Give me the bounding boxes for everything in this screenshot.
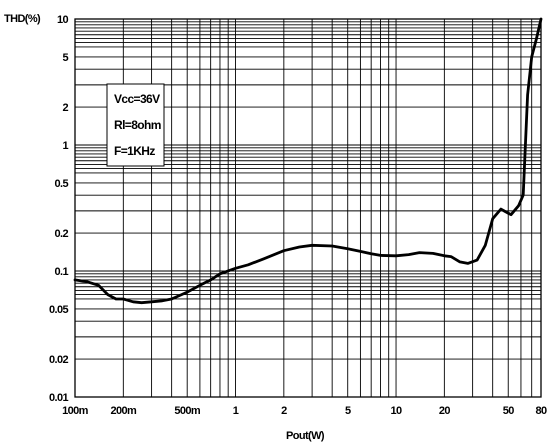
y-axis-title: THD(%) bbox=[4, 13, 41, 25]
series-line-thd bbox=[73, 17, 543, 305]
x-tick-label: 10 bbox=[391, 405, 403, 417]
y-tick-label: 0.01 bbox=[49, 392, 68, 404]
y-tick-label: 0.2 bbox=[55, 228, 69, 240]
y-tick-label: 0.5 bbox=[55, 178, 69, 190]
x-tick-labels: 100m 200m 500m 1 2 5 10 20 50 80 bbox=[62, 405, 547, 417]
annotation-freq: F=1KHz bbox=[114, 144, 155, 158]
annotation-rl: Rl=8ohm bbox=[114, 118, 161, 132]
y-tick-labels: 0.01 0.02 0.05 0.1 0.2 0.5 1 2 5 10 bbox=[49, 14, 69, 404]
x-tick-label: 200m bbox=[110, 405, 137, 417]
grid bbox=[74, 18, 542, 398]
y-tick-label: 10 bbox=[57, 14, 69, 26]
x-tick-label: 5 bbox=[345, 405, 351, 417]
y-tick-label: 1 bbox=[62, 140, 68, 152]
y-tick-label: 0.02 bbox=[49, 354, 68, 366]
annotation-vcc: Vcc=36V bbox=[114, 92, 160, 106]
x-tick-label: 100m bbox=[62, 405, 89, 417]
x-tick-label: 500m bbox=[174, 405, 201, 417]
x-tick-label: 1 bbox=[233, 405, 239, 417]
x-tick-label: 80 bbox=[535, 405, 547, 417]
x-tick-label: 20 bbox=[439, 405, 451, 417]
y-tick-label: 0.1 bbox=[55, 266, 69, 278]
annotation-box-frame bbox=[106, 83, 165, 167]
x-tick-label: 50 bbox=[503, 405, 515, 417]
y-tick-label: 5 bbox=[62, 52, 68, 64]
x-axis-title: Pout(W) bbox=[286, 430, 325, 442]
annotation-box: Vcc=36V Rl=8ohm F=1KHz bbox=[106, 83, 165, 167]
x-tick-label: 2 bbox=[281, 405, 287, 417]
y-tick-label: 0.05 bbox=[49, 304, 68, 316]
y-tick-label: 2 bbox=[62, 102, 68, 114]
plot-border bbox=[74, 18, 542, 398]
